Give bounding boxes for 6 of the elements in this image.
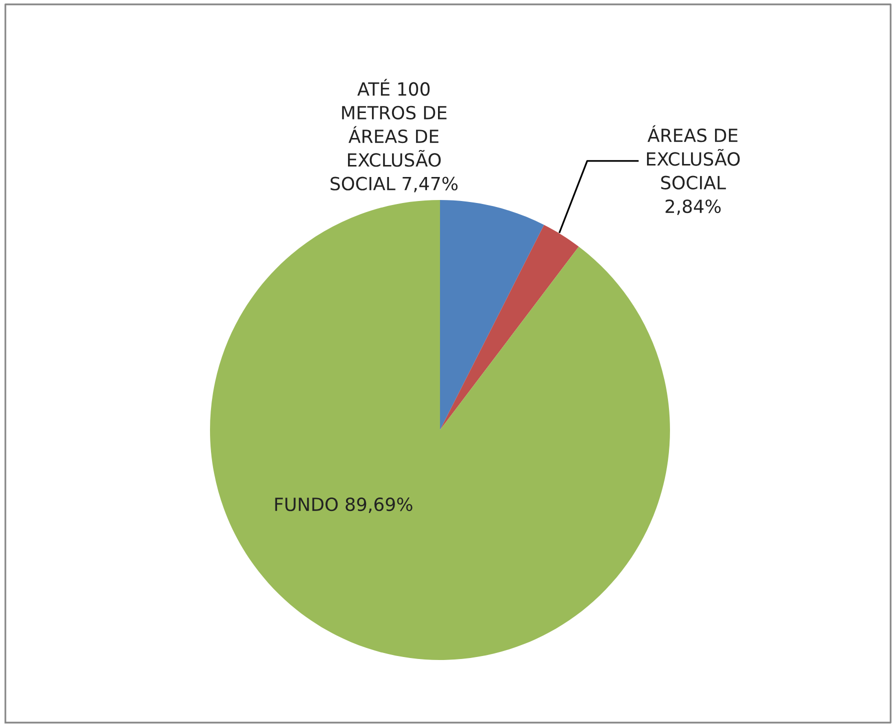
data-label: 2,84% <box>666 199 721 215</box>
slice-label: ÁREAS DE EXCLUSÃO SOCIAL <box>647 125 740 190</box>
slice-label: ATÉ 100 METROS DE ÁREAS DE EXCLUSÃO SOCIAL 7,47% <box>330 78 458 192</box>
slice-label: FUNDO 89,69% <box>275 497 412 513</box>
pie-slice <box>440 200 544 430</box>
pie-slice <box>440 224 579 430</box>
